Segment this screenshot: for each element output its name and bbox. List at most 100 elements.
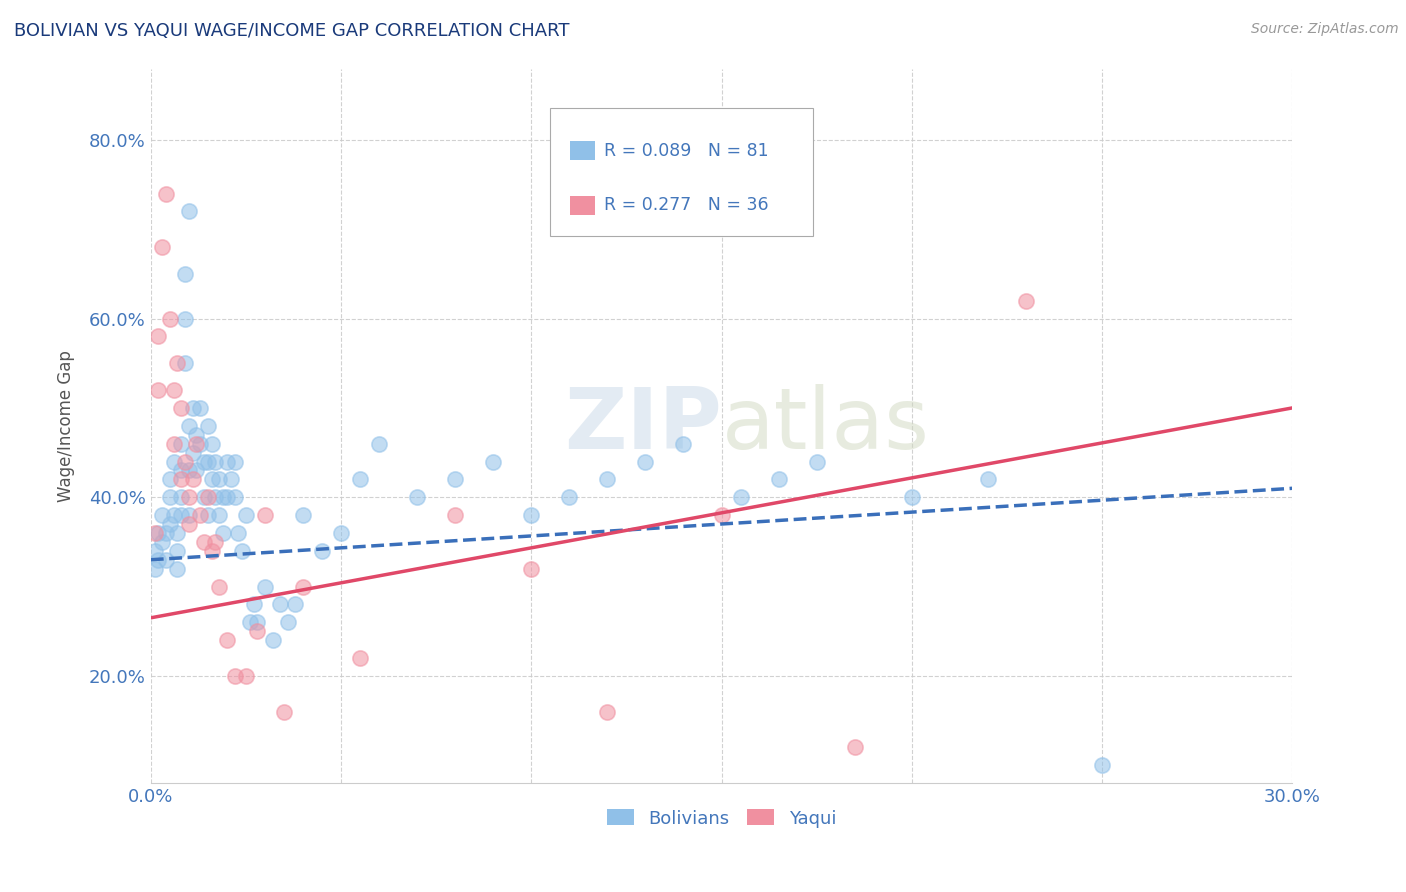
Point: [239, 615, 262, 630]
Point: [482, 454, 505, 468]
Point: [204, 454, 226, 468]
Point: [177, 204, 200, 219]
Point: [226, 525, 249, 540]
Point: [977, 472, 1000, 486]
Point: [208, 472, 231, 486]
Point: [197, 490, 219, 504]
Point: [170, 472, 193, 486]
Point: [186, 436, 208, 450]
Point: [162, 383, 184, 397]
Point: [170, 436, 193, 450]
Point: [634, 454, 657, 468]
Point: [520, 562, 543, 576]
Point: [148, 383, 170, 397]
Point: [269, 598, 291, 612]
Point: [235, 669, 257, 683]
Point: [177, 508, 200, 522]
Point: [520, 508, 543, 522]
Point: [224, 490, 246, 504]
Point: [349, 651, 371, 665]
Text: R = 0.089   N = 81: R = 0.089 N = 81: [605, 142, 769, 160]
Point: [672, 436, 695, 450]
Point: [148, 525, 170, 540]
Point: [311, 544, 333, 558]
Point: [444, 508, 467, 522]
Text: atlas: atlas: [721, 384, 929, 467]
Point: [246, 615, 269, 630]
Point: [174, 454, 197, 468]
Point: [177, 463, 200, 477]
Point: [170, 508, 193, 522]
Point: [596, 472, 619, 486]
Point: [246, 624, 269, 639]
Point: [177, 418, 200, 433]
Point: [330, 525, 353, 540]
Point: [155, 525, 177, 540]
Legend: Bolivians, Yaqui: Bolivians, Yaqui: [599, 802, 844, 835]
Point: [193, 454, 215, 468]
Point: [349, 472, 371, 486]
Point: [1091, 758, 1114, 772]
Point: [159, 472, 181, 486]
Point: [208, 580, 231, 594]
Point: [253, 508, 276, 522]
Point: [806, 454, 828, 468]
Point: [204, 490, 226, 504]
Point: [143, 525, 166, 540]
Point: [201, 436, 224, 450]
Point: [143, 544, 166, 558]
Point: [193, 490, 215, 504]
Point: [368, 436, 391, 450]
Point: [159, 516, 181, 531]
Point: [159, 311, 181, 326]
Point: [212, 525, 235, 540]
Point: [177, 490, 200, 504]
Point: [193, 535, 215, 549]
Point: [174, 311, 197, 326]
Point: [170, 463, 193, 477]
Point: [162, 436, 184, 450]
Point: [181, 472, 204, 486]
Point: [444, 472, 467, 486]
Point: [166, 525, 188, 540]
Point: [174, 356, 197, 370]
Point: [186, 427, 208, 442]
Point: [900, 490, 922, 504]
Point: [201, 544, 224, 558]
Text: Source: ZipAtlas.com: Source: ZipAtlas.com: [1251, 22, 1399, 37]
Point: [177, 516, 200, 531]
Point: [242, 598, 264, 612]
Point: [292, 508, 315, 522]
Point: [262, 633, 284, 648]
Point: [188, 436, 211, 450]
Point: [224, 669, 246, 683]
Y-axis label: Wage/Income Gap: Wage/Income Gap: [58, 350, 75, 501]
Point: [277, 615, 299, 630]
Point: [219, 472, 242, 486]
Point: [148, 329, 170, 343]
FancyBboxPatch shape: [550, 108, 813, 236]
Point: [235, 508, 257, 522]
Point: [150, 535, 173, 549]
Point: [188, 401, 211, 415]
Point: [844, 740, 866, 755]
Point: [148, 553, 170, 567]
Point: [181, 445, 204, 459]
Point: [224, 454, 246, 468]
Point: [215, 633, 238, 648]
Point: [201, 472, 224, 486]
Point: [155, 553, 177, 567]
Point: [558, 490, 581, 504]
Point: [155, 186, 177, 201]
Point: [215, 490, 238, 504]
Point: [166, 562, 188, 576]
Point: [166, 356, 188, 370]
Point: [284, 598, 307, 612]
Point: [186, 463, 208, 477]
Text: BOLIVIAN VS YAQUI WAGE/INCOME GAP CORRELATION CHART: BOLIVIAN VS YAQUI WAGE/INCOME GAP CORREL…: [14, 22, 569, 40]
FancyBboxPatch shape: [569, 141, 595, 160]
Point: [730, 490, 752, 504]
Point: [197, 508, 219, 522]
Point: [197, 454, 219, 468]
Point: [162, 454, 184, 468]
